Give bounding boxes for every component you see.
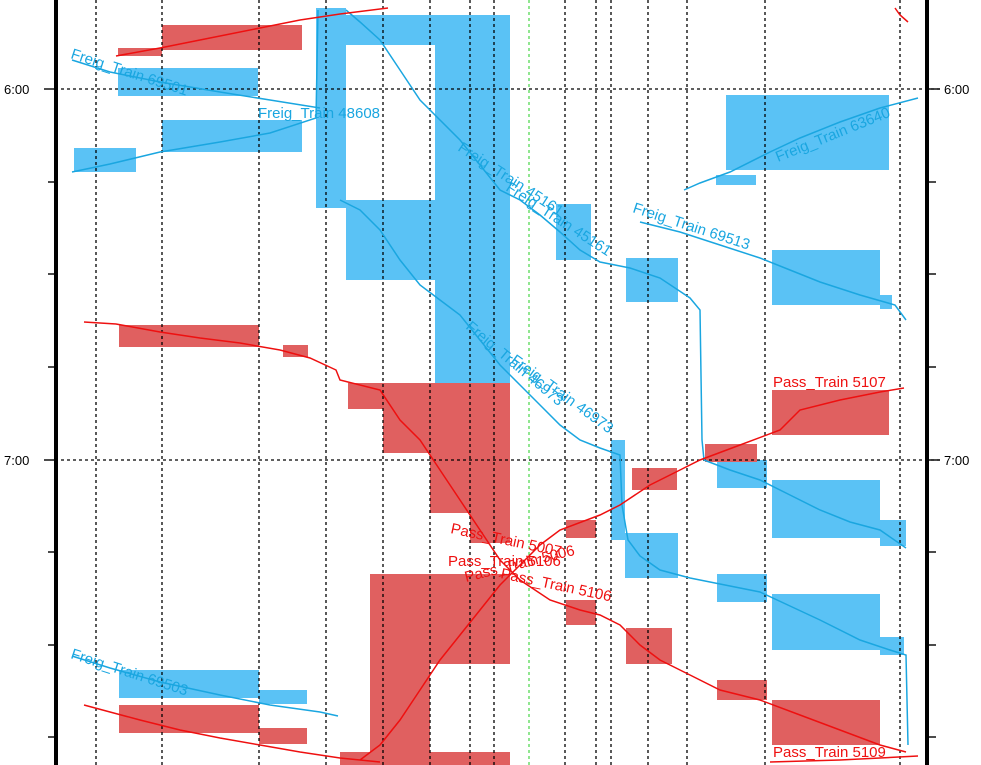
train-label: Pass_Train 5107 (773, 374, 886, 391)
passenger-occupation-blocks (118, 25, 889, 765)
freight-path-7001 (703, 459, 907, 549)
passenger-path-bottom-right (769, 755, 919, 763)
freight-path-45161 (345, 9, 705, 461)
right-time-axis: 6:00 7:00 (925, 0, 969, 765)
right-time-label-6: 6:00 (944, 82, 969, 97)
passenger-train-paths (83, 7, 919, 763)
passenger-path-5107 (359, 387, 905, 761)
freight-path-46973 (339, 199, 623, 506)
grid (55, 0, 940, 765)
freight-path-48608 (71, 9, 319, 173)
left-time-label-7: 7:00 (4, 453, 29, 468)
train-label: Pass_Train 5106 (448, 553, 561, 570)
freight-path-69501 (71, 59, 321, 109)
passenger-path-5109 (83, 704, 381, 763)
passenger-path-top (115, 7, 389, 57)
freight-path-69513 (639, 221, 907, 321)
passenger-path-5106 (83, 321, 907, 753)
left-time-label-6: 6:00 (4, 82, 29, 97)
train-label: Freig_Train 48608 (258, 105, 380, 122)
train-label: Freig_Train 69513 (631, 200, 752, 254)
right-time-label-7: 7:00 (944, 453, 969, 468)
freight-train-paths (71, 9, 919, 746)
freight-path-69503 (71, 655, 339, 717)
freight-path-63640 (683, 97, 919, 191)
train-label: Pass_Train 5109 (773, 744, 886, 761)
freight-occupation-blocks (74, 8, 906, 704)
train-label: Freig_Train 46973 (508, 351, 617, 436)
freight-path-7002 (621, 504, 909, 746)
passenger-path-top-right (894, 7, 909, 23)
left-time-axis: 6:00 7:00 (4, 0, 58, 765)
